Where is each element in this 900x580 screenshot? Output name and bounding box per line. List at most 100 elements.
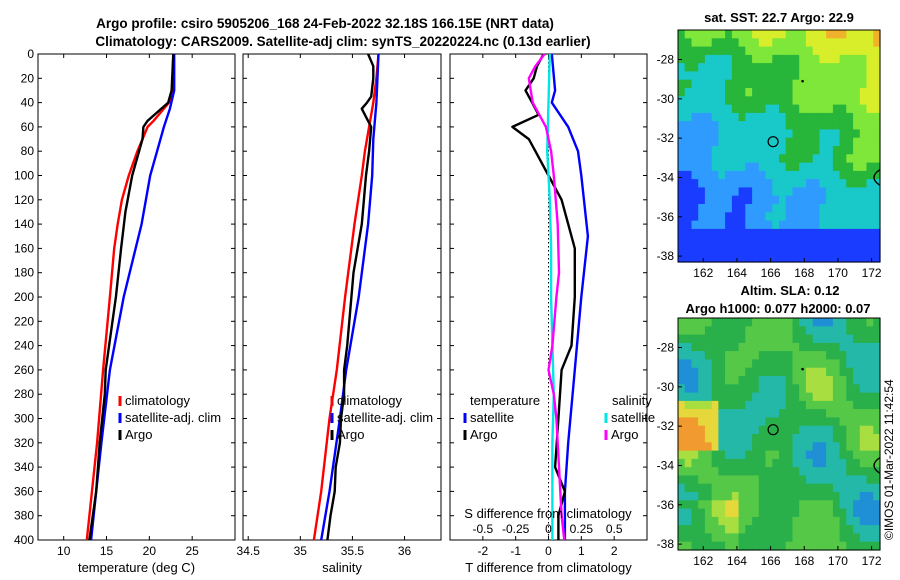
- sla_map-cell: [698, 525, 706, 534]
- sst_map-cell: [832, 245, 841, 255]
- sla_map-cell: [731, 450, 740, 460]
- sla_map-cell: [725, 434, 733, 443]
- sla_map-cell: [704, 516, 713, 526]
- sla_map-cell: [866, 541, 874, 551]
- sst_map-cell: [752, 170, 760, 180]
- sla_map-cell: [792, 359, 800, 369]
- sst_map-cell: [839, 228, 847, 238]
- sst_map-cell: [765, 146, 773, 155]
- sst_map-cell: [711, 179, 719, 188]
- sla_map-cell: [799, 400, 807, 410]
- sla_map-cell: [873, 434, 881, 443]
- sla_map-cell: [839, 467, 847, 476]
- sla_map-cell: [812, 351, 820, 360]
- sla_map-cell: [691, 334, 699, 344]
- sla_map-cell: [859, 384, 868, 394]
- sst_map-cell: [704, 121, 713, 130]
- sst_map-cell: [678, 146, 686, 155]
- sst_map-cell: [839, 88, 847, 97]
- sla_map-cell: [758, 533, 767, 543]
- sla_map-cell: [684, 425, 692, 435]
- sla_map-cell: [745, 492, 753, 501]
- sla_map-cell: [772, 516, 780, 526]
- sla_map-cell: [805, 450, 814, 460]
- sla_map-cell: [799, 425, 807, 435]
- sla_map-cell: [691, 326, 699, 336]
- sst_map-cell: [859, 46, 868, 56]
- sst_map-cell: [678, 228, 686, 238]
- sst_map-cell: [792, 146, 800, 155]
- sla_map-cell: [846, 533, 854, 543]
- sst_map-cell: [731, 154, 740, 164]
- sla_map-cell: [859, 516, 868, 526]
- sst_map-cell: [738, 112, 746, 122]
- sst_map-ytick-label: -38: [657, 249, 675, 263]
- sla_map-cell: [752, 458, 760, 468]
- sla_map-cell: [691, 508, 699, 518]
- sst_map-cell: [846, 162, 854, 172]
- sla_map-cell: [752, 318, 760, 327]
- sst_map-cell: [752, 204, 760, 213]
- sla_map-cell: [678, 467, 686, 476]
- sst_map-cell: [738, 245, 746, 255]
- sst_map-cell: [725, 121, 733, 130]
- sla_map-cell: [691, 384, 699, 394]
- sla_map-cell: [704, 492, 713, 501]
- sst_map-cell: [785, 96, 793, 106]
- sst_map-cell: [805, 121, 814, 130]
- sla_map-cell: [779, 318, 787, 327]
- temperature_profile-xtick-label: 15: [100, 544, 114, 558]
- sst_map-cell: [819, 253, 827, 263]
- sla_map-cell: [792, 392, 800, 402]
- sst_map-cell: [765, 104, 773, 114]
- sla_map-cell: [839, 541, 847, 551]
- sla_map-cell: [772, 492, 780, 501]
- sla_map-cell: [812, 384, 820, 394]
- sst_map-cell: [725, 146, 733, 155]
- sst_map-cell: [752, 137, 760, 147]
- sla_map-cell: [812, 483, 820, 493]
- sla_map-cell: [698, 326, 706, 336]
- sla_map-cell: [792, 384, 800, 394]
- sla_map-cell: [725, 525, 733, 534]
- sst_map-cell: [819, 38, 827, 48]
- sst_map-cell: [765, 46, 773, 56]
- sst_map-cell: [819, 237, 827, 246]
- sla_map-cell: [779, 417, 787, 427]
- sla_map-cell: [704, 367, 713, 377]
- sla_map-cell: [832, 525, 841, 534]
- sst_map-cell: [846, 63, 854, 72]
- sla_map-cell: [839, 516, 847, 526]
- sst_map-cell: [691, 253, 699, 263]
- sst_map-cell: [873, 54, 881, 64]
- sla_map-cell: [684, 384, 692, 394]
- sla_map-cell: [846, 434, 854, 443]
- sst_map-cell: [731, 237, 740, 246]
- sst_map-cell: [698, 137, 706, 147]
- sst_map-cell: [691, 204, 699, 213]
- sst_map-cell: [805, 88, 814, 97]
- sst_map-cell: [799, 154, 807, 164]
- sla_map-cell: [738, 500, 746, 510]
- sla_map-cell: [866, 359, 874, 369]
- sst_map-cell: [866, 79, 874, 89]
- sla_map-cell: [698, 467, 706, 476]
- sla_map-cell: [859, 492, 868, 501]
- sst_map-cell: [792, 137, 800, 147]
- sst_map-cell: [738, 237, 746, 246]
- sla_map-cell: [839, 409, 847, 418]
- sst_map-cell: [731, 212, 740, 222]
- sst_map-cell: [718, 54, 726, 64]
- sla_map-cell: [758, 492, 767, 501]
- sst_map-cell: [752, 129, 760, 139]
- sst_map-cell: [678, 112, 686, 122]
- sla_map-cell: [799, 541, 807, 551]
- sst_map-cell: [678, 104, 686, 114]
- temperature_profile-axes-frame: [37, 53, 236, 541]
- sla_map-cell: [698, 384, 706, 394]
- sla_map-cell: [859, 541, 868, 551]
- sst_map-cell: [718, 162, 726, 172]
- sla_map-cell: [812, 376, 820, 385]
- sst_map-cell: [752, 96, 760, 106]
- sla_map-cell: [738, 318, 746, 327]
